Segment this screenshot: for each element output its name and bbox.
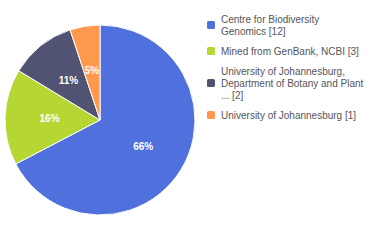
svg-text:University of Johannesburg [1]: University of Johannesburg [1] bbox=[221, 110, 356, 121]
svg-text:66%: 66% bbox=[133, 141, 153, 152]
svg-text:Mined from GenBank, NCBI [3]: Mined from GenBank, NCBI [3] bbox=[221, 46, 359, 57]
svg-text:11%: 11% bbox=[59, 75, 79, 86]
svg-text:Genomics [12]: Genomics [12] bbox=[221, 26, 286, 37]
svg-text:... [2]: ... [2] bbox=[221, 90, 243, 101]
svg-text:5%: 5% bbox=[85, 65, 100, 76]
svg-text:University of Johannesburg,: University of Johannesburg, bbox=[221, 66, 345, 77]
svg-text:Department of Botany and Plant: Department of Botany and Plant bbox=[221, 78, 364, 89]
svg-text:16%: 16% bbox=[40, 113, 60, 124]
svg-text:Centre for Biodiversity: Centre for Biodiversity bbox=[221, 14, 319, 25]
